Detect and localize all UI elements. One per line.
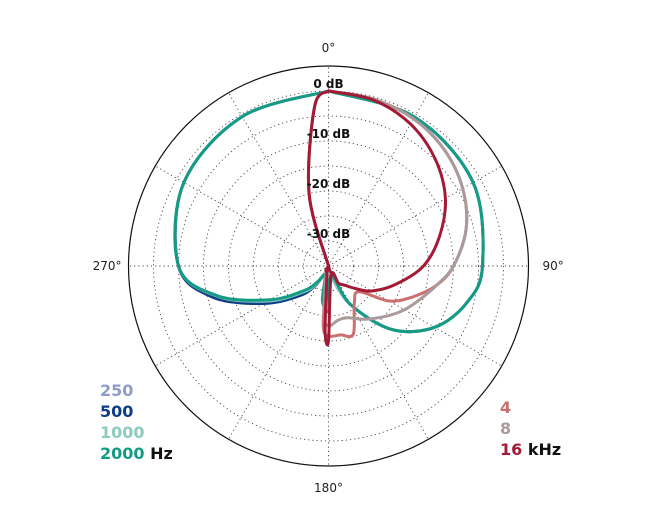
legend-entry: 500 [100,401,173,422]
axis-labels: 0° 90° 180° 270° 0 dB -10 dB -20 dB -30 dB [93,41,564,495]
radial-label: 0 dB [313,77,343,91]
grid-ring [228,165,429,367]
series-line-khz-16 [306,89,447,347]
radial-label: -20 dB [307,177,351,191]
legend-entry-label: 250 [100,381,134,400]
grid-spoke [228,265,329,440]
legend-entry-label: 8 [500,419,512,438]
angle-label: 180° [314,481,343,495]
series-layer [173,89,485,347]
legend-entry-label: 1000 [100,423,145,442]
legend-entry: 8 [500,418,561,439]
legend-unit: Hz [144,444,173,463]
angle-label: 90° [543,259,564,273]
grid-ring [278,215,379,317]
legend-unit: kHz [522,440,562,459]
legend-entry-label: 4 [500,398,512,417]
outer-circle [127,65,530,467]
legend-khz: 4 8 16 kHz [500,397,561,460]
legend-hz: 250 500 1000 2000 Hz [100,380,173,464]
angle-label: 0° [322,41,336,55]
radial-label: -30 dB [307,227,351,241]
grid-spoke [328,165,502,267]
grid-spoke [328,265,429,440]
grid-ring [303,240,354,292]
legend-entry-label: 500 [100,402,134,421]
legend-entry: 2000 Hz [100,443,173,464]
legend-entry: 250 [100,380,173,401]
legend-entry-label: 16 [500,440,523,459]
radial-label: -10 dB [307,127,351,141]
angle-label: 270° [93,259,122,273]
legend-entry: 4 [500,397,561,418]
legend-entry: 16 kHz [500,439,561,460]
legend-entry: 1000 [100,422,173,443]
legend-entry-label: 2000 [100,444,145,463]
